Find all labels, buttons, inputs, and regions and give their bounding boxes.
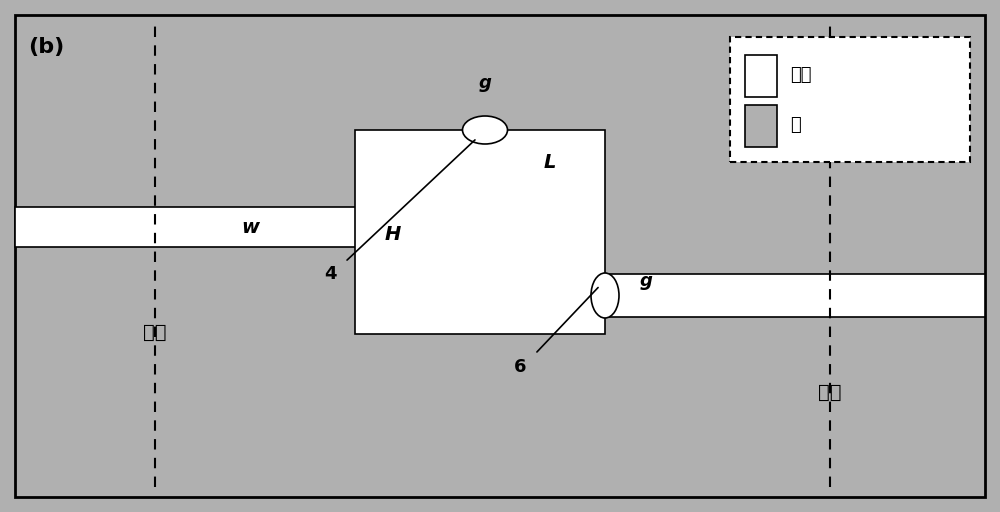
Text: w: w	[241, 218, 259, 237]
Text: (b): (b)	[28, 37, 64, 57]
Text: g: g	[640, 271, 653, 289]
Text: 4: 4	[324, 265, 336, 283]
Text: L: L	[544, 153, 556, 172]
Text: H: H	[385, 224, 401, 244]
Ellipse shape	[591, 273, 619, 318]
Text: 输出: 输出	[818, 382, 842, 401]
Bar	[745, 55, 777, 97]
Bar	[605, 274, 985, 317]
Ellipse shape	[462, 116, 507, 144]
Text: g: g	[479, 74, 491, 92]
Bar	[15, 207, 480, 247]
Text: 6: 6	[514, 358, 526, 376]
Text: 银: 银	[790, 116, 801, 134]
FancyBboxPatch shape	[730, 37, 970, 162]
Text: 空气: 空气	[790, 66, 812, 84]
Bar	[355, 130, 605, 334]
Bar	[745, 105, 777, 147]
Text: 输入: 输入	[143, 323, 167, 342]
